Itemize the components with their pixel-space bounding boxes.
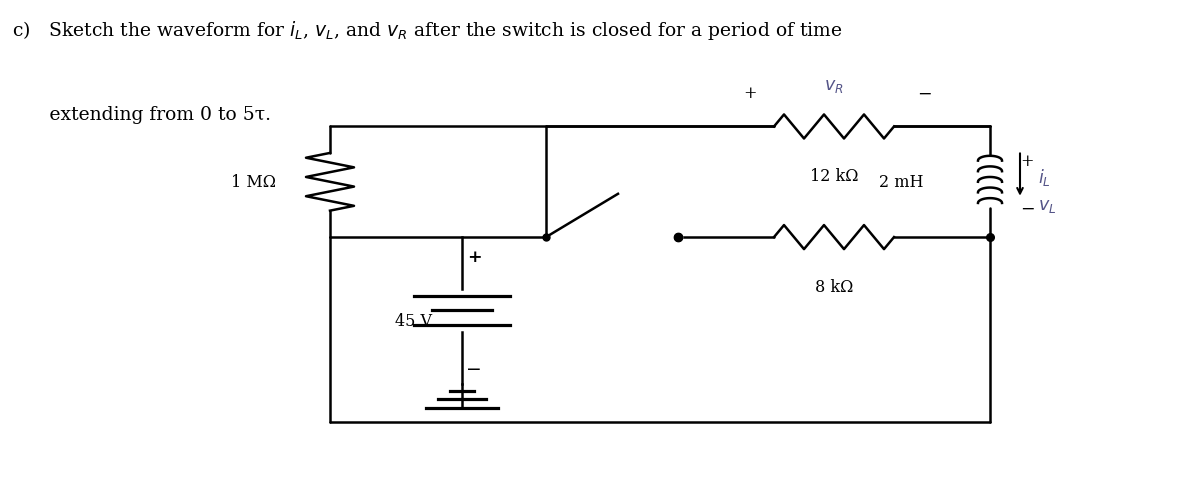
Text: 45 V: 45 V [395,312,432,329]
Text: c) Sketch the waveform for $i_L$, $v_L$, and $v_R$ after the switch is closed fo: c) Sketch the waveform for $i_L$, $v_L$,… [12,19,842,42]
Text: 8 kΩ: 8 kΩ [815,278,853,295]
Text: −: − [1020,200,1034,217]
Text: $i_L$: $i_L$ [1038,167,1051,188]
Text: 1 MΩ: 1 MΩ [232,174,276,191]
Text: +: + [467,248,481,265]
Text: $v_L$: $v_L$ [1038,198,1056,215]
Text: −: − [466,360,482,379]
Text: extending from 0 to 5τ.: extending from 0 to 5τ. [12,106,271,123]
Text: −: − [917,85,931,102]
Text: $v_R$: $v_R$ [824,78,844,95]
Text: 12 kΩ: 12 kΩ [810,168,858,185]
Text: +: + [1020,152,1033,169]
Text: 2 mH: 2 mH [880,174,924,191]
Text: +: + [743,85,757,102]
